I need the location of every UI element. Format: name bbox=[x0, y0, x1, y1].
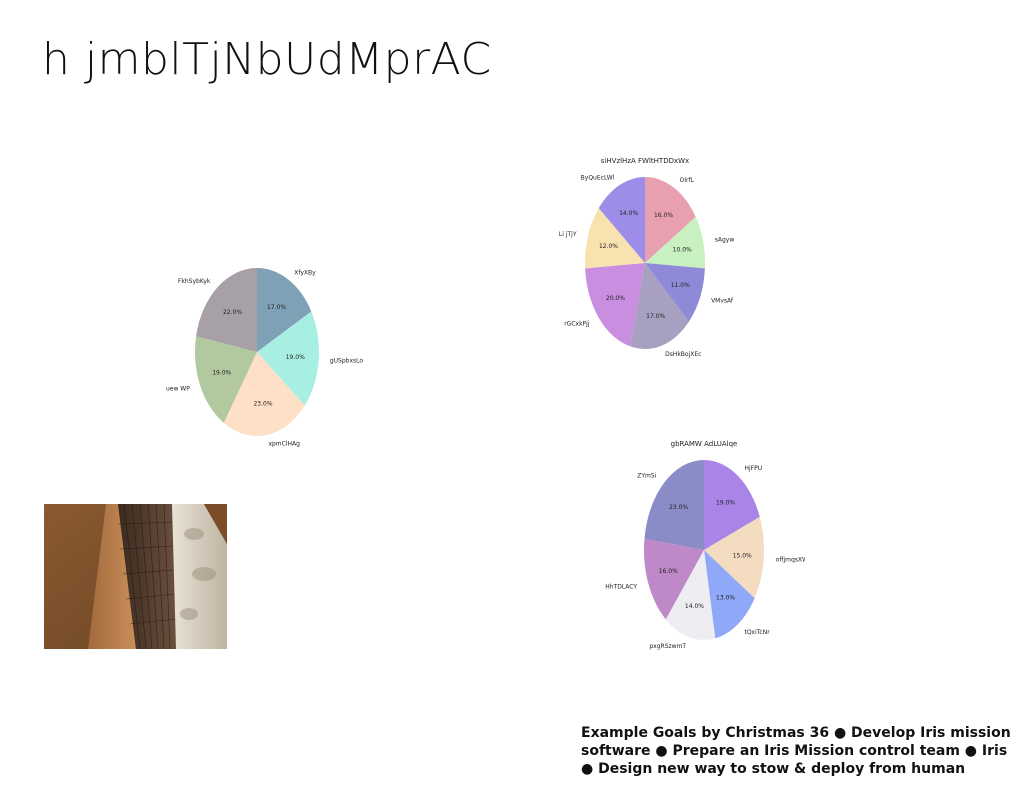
pie-slice bbox=[585, 263, 645, 347]
pie-slice bbox=[645, 177, 696, 263]
pie-category-label: DsHkBojXEc bbox=[665, 351, 701, 358]
pie-category-label: XfyXBy bbox=[294, 269, 316, 276]
building-photo-image bbox=[44, 504, 227, 649]
pie-category-label: VMvsAf bbox=[711, 298, 734, 305]
pie-value-label: 14.0% bbox=[619, 210, 638, 217]
pie-title: siHVzlHzA FWltHTDDxWx bbox=[601, 157, 689, 165]
building-photo bbox=[44, 504, 227, 649]
pie-category-label: Li jTjY bbox=[559, 231, 577, 238]
pie-value-label: 15.0% bbox=[733, 552, 752, 559]
slide-title: h jmblTjNbUdMprAC bbox=[42, 34, 492, 85]
pie-value-label: 23.0% bbox=[669, 504, 688, 511]
pie-value-label: 14.0% bbox=[685, 603, 704, 610]
pie-value-label: 16.0% bbox=[659, 568, 678, 575]
pie-slice bbox=[645, 216, 705, 269]
pie-value-label: 17.0% bbox=[646, 313, 665, 320]
goals-text: Example Goals by Christmas 36 ● Develop … bbox=[581, 725, 1011, 777]
pie-category-label: gUSpbxsLo bbox=[330, 358, 364, 365]
pie-value-label: 16.0% bbox=[654, 212, 673, 219]
pie-category-label: tQxiTcNr bbox=[744, 629, 770, 636]
pie-category-label: pxgRSzwmT bbox=[649, 643, 686, 650]
pie-value-label: 22.0% bbox=[223, 309, 242, 316]
pie-category-label: rGCxkPjj bbox=[564, 320, 590, 327]
pie-slice bbox=[704, 460, 760, 550]
pie-chart-3: gbRAMW AdLUAlqe 19.0% HjFPU 15.0% offjmqsXW 1… bbox=[605, 440, 805, 650]
pie-slice bbox=[257, 268, 312, 352]
pie-value-label: 19.0% bbox=[286, 354, 305, 361]
pie-value-label: 12.0% bbox=[599, 243, 618, 250]
pie-slice bbox=[257, 311, 319, 406]
pie-slice bbox=[645, 263, 705, 322]
pie-slice bbox=[598, 177, 645, 263]
pie-category-label: offjmqsXW bbox=[776, 556, 805, 563]
pie-value-label: 19.0% bbox=[212, 370, 231, 377]
pie-slice bbox=[644, 460, 704, 550]
pie-value-label: 11.0% bbox=[671, 282, 690, 289]
pie-chart-2: siHVzlHzA FWltHTDDxWx 16.0% OlrfL 10.0% sAgy… bbox=[559, 157, 735, 358]
pie-slice bbox=[630, 263, 689, 349]
pie-category-label: ZYmSi bbox=[637, 473, 656, 480]
pie-category-label: EHhTDLACY bbox=[605, 583, 637, 590]
pie-value-label: 13.0% bbox=[716, 595, 735, 602]
pie-value-label: 17.0% bbox=[267, 304, 286, 311]
pie-slice bbox=[585, 208, 645, 269]
pie-category-label: ByQuEcLWl bbox=[581, 174, 615, 181]
pie-value-label: 23.0% bbox=[253, 400, 272, 407]
pie-category-label: OlrfL bbox=[680, 177, 695, 184]
pie-chart-1: 17.0% XfyXBy 19.0% gUSpbxsLo 23.0% xpmClHAg 19… bbox=[166, 268, 364, 447]
pie-slice bbox=[665, 550, 716, 640]
pie-category-label: uew WP bbox=[166, 386, 190, 393]
pie-slice bbox=[704, 550, 755, 639]
pie-category-label: xpmClHAg bbox=[268, 440, 300, 447]
pie-title: gbRAMW AdLUAlqe bbox=[671, 440, 738, 448]
pie-category-label: sAgyw bbox=[715, 236, 735, 243]
pie-slice bbox=[195, 336, 257, 423]
pie-slice bbox=[223, 352, 305, 436]
pie-value-label: 20.0% bbox=[606, 295, 625, 302]
pie-category-label: FkhSybKyk bbox=[178, 278, 211, 285]
pie-slice bbox=[196, 268, 257, 352]
pie-category-label: HjFPU bbox=[744, 465, 762, 472]
pie-slice bbox=[644, 538, 704, 620]
pie-value-label: 10.0% bbox=[673, 246, 692, 253]
pie-slice bbox=[704, 516, 764, 599]
pie-value-label: 19.0% bbox=[716, 499, 735, 506]
